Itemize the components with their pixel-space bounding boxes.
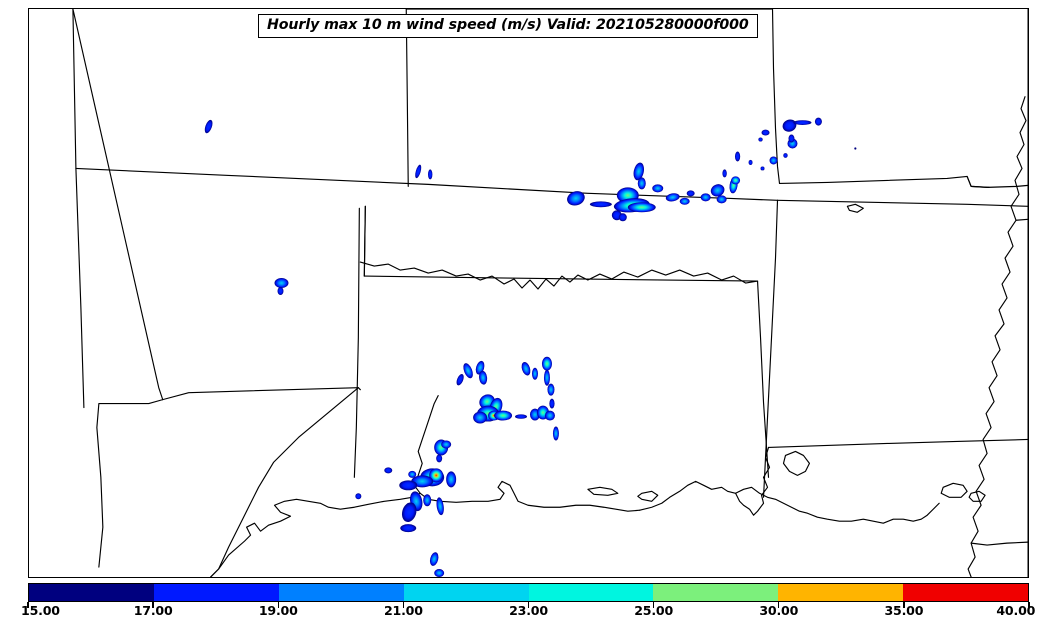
border-utah-arizona xyxy=(72,9,85,409)
coastline-texas-gulf xyxy=(210,395,439,577)
page-title: Hourly max 10 m wind speed (m/s) Valid: … xyxy=(267,17,749,33)
border-colorado-newmexico xyxy=(75,167,779,201)
border-texas-louisiana-river xyxy=(735,446,771,516)
border-oklahoma-east xyxy=(756,280,770,478)
colorbar-tick-label: 30.00 xyxy=(759,603,799,618)
cluster-kansas-missouri-cells xyxy=(758,117,857,150)
map-borders xyxy=(72,9,1028,577)
colorbar-tick xyxy=(152,602,154,608)
colorbar-tick xyxy=(903,602,905,608)
coastline-louisiana xyxy=(639,480,940,524)
coastline-bay-features xyxy=(587,486,619,496)
border-louisiana-mississippi xyxy=(970,541,1028,546)
colorbar-segment xyxy=(29,584,154,601)
colorbar-segment xyxy=(778,584,904,601)
colorbar-tick xyxy=(402,602,405,608)
cluster-kansas-squall-line xyxy=(567,134,798,222)
border-missouri-arkansas xyxy=(778,175,1028,188)
colorbar-tick xyxy=(652,602,655,608)
colorbar-segment xyxy=(278,584,404,601)
colorbar-segment xyxy=(653,584,779,601)
colorbar-tick xyxy=(1028,602,1030,608)
map-panel xyxy=(28,8,1029,578)
coastline-island-1 xyxy=(637,490,659,502)
border-mississippi-river xyxy=(967,96,1027,577)
colorbar-tick-label: 25.00 xyxy=(634,603,674,618)
colorbar-segment xyxy=(903,584,1028,601)
colorbar-tick-label: 19.00 xyxy=(258,603,298,618)
colorbar-tick-labels: 15.00 17.00 19.00 21.00 23.00 25.00 30.00 35.00… xyxy=(0,603,1057,625)
colorbar-tick xyxy=(277,602,279,608)
map-canvas xyxy=(72,9,1028,577)
border-newmexico-texas-vertical xyxy=(353,207,360,478)
border-kansas-missouri xyxy=(771,9,781,184)
colorbar-tick xyxy=(527,602,530,608)
colorbar-gradient-strip xyxy=(28,583,1029,602)
colorbar-tick xyxy=(778,602,780,608)
border-missouri-bootheel xyxy=(966,175,990,188)
border-newmexico-east xyxy=(762,199,779,498)
wind-speed-field xyxy=(204,117,857,577)
colorbar-segment xyxy=(153,584,279,601)
cluster-south-texas-core xyxy=(355,439,457,577)
border-arizona-newmexico xyxy=(72,9,164,401)
cluster-northwest-specks xyxy=(204,119,433,295)
border-kansas-oklahoma xyxy=(363,275,759,282)
border-oklahoma-panhandle-north xyxy=(776,199,1028,207)
border-arkansas-louisiana xyxy=(767,438,1028,449)
colorbar-tick-label: 15.00 xyxy=(21,603,60,618)
map-detail-arkansas xyxy=(846,203,864,213)
border-tennessee-edge xyxy=(1015,218,1028,221)
border-rio-grande xyxy=(210,387,359,577)
colorbar xyxy=(27,583,1030,608)
colorbar-segment xyxy=(403,584,529,601)
colorbar-tick-label: 23.00 xyxy=(509,603,548,618)
colorbar-tick-label: 21.00 xyxy=(383,603,423,618)
colorbar-segment xyxy=(528,584,654,601)
colorbar-tick xyxy=(27,602,29,608)
plot-title-box: Hourly max 10 m wind speed (m/s) Valid: … xyxy=(258,14,758,38)
colorbar-tick-label: 35.00 xyxy=(884,603,924,618)
coastline-lake-2 xyxy=(968,490,986,502)
border-texas-mexico-upper xyxy=(96,399,164,568)
colorbar-ticks xyxy=(27,602,1030,608)
border-texas-panhandle-north xyxy=(363,205,366,277)
coastline-texas-gulf-east xyxy=(419,480,641,512)
coastline-delta-detail xyxy=(782,450,811,476)
cluster-west-texas xyxy=(456,356,559,441)
colorbar-tick-label: 40.00 xyxy=(996,603,1036,618)
coastline-lake-1 xyxy=(940,482,968,498)
border-newmexico-south xyxy=(162,387,361,401)
border-red-river xyxy=(359,261,759,290)
colorbar-tick-label: 17.00 xyxy=(133,603,173,618)
